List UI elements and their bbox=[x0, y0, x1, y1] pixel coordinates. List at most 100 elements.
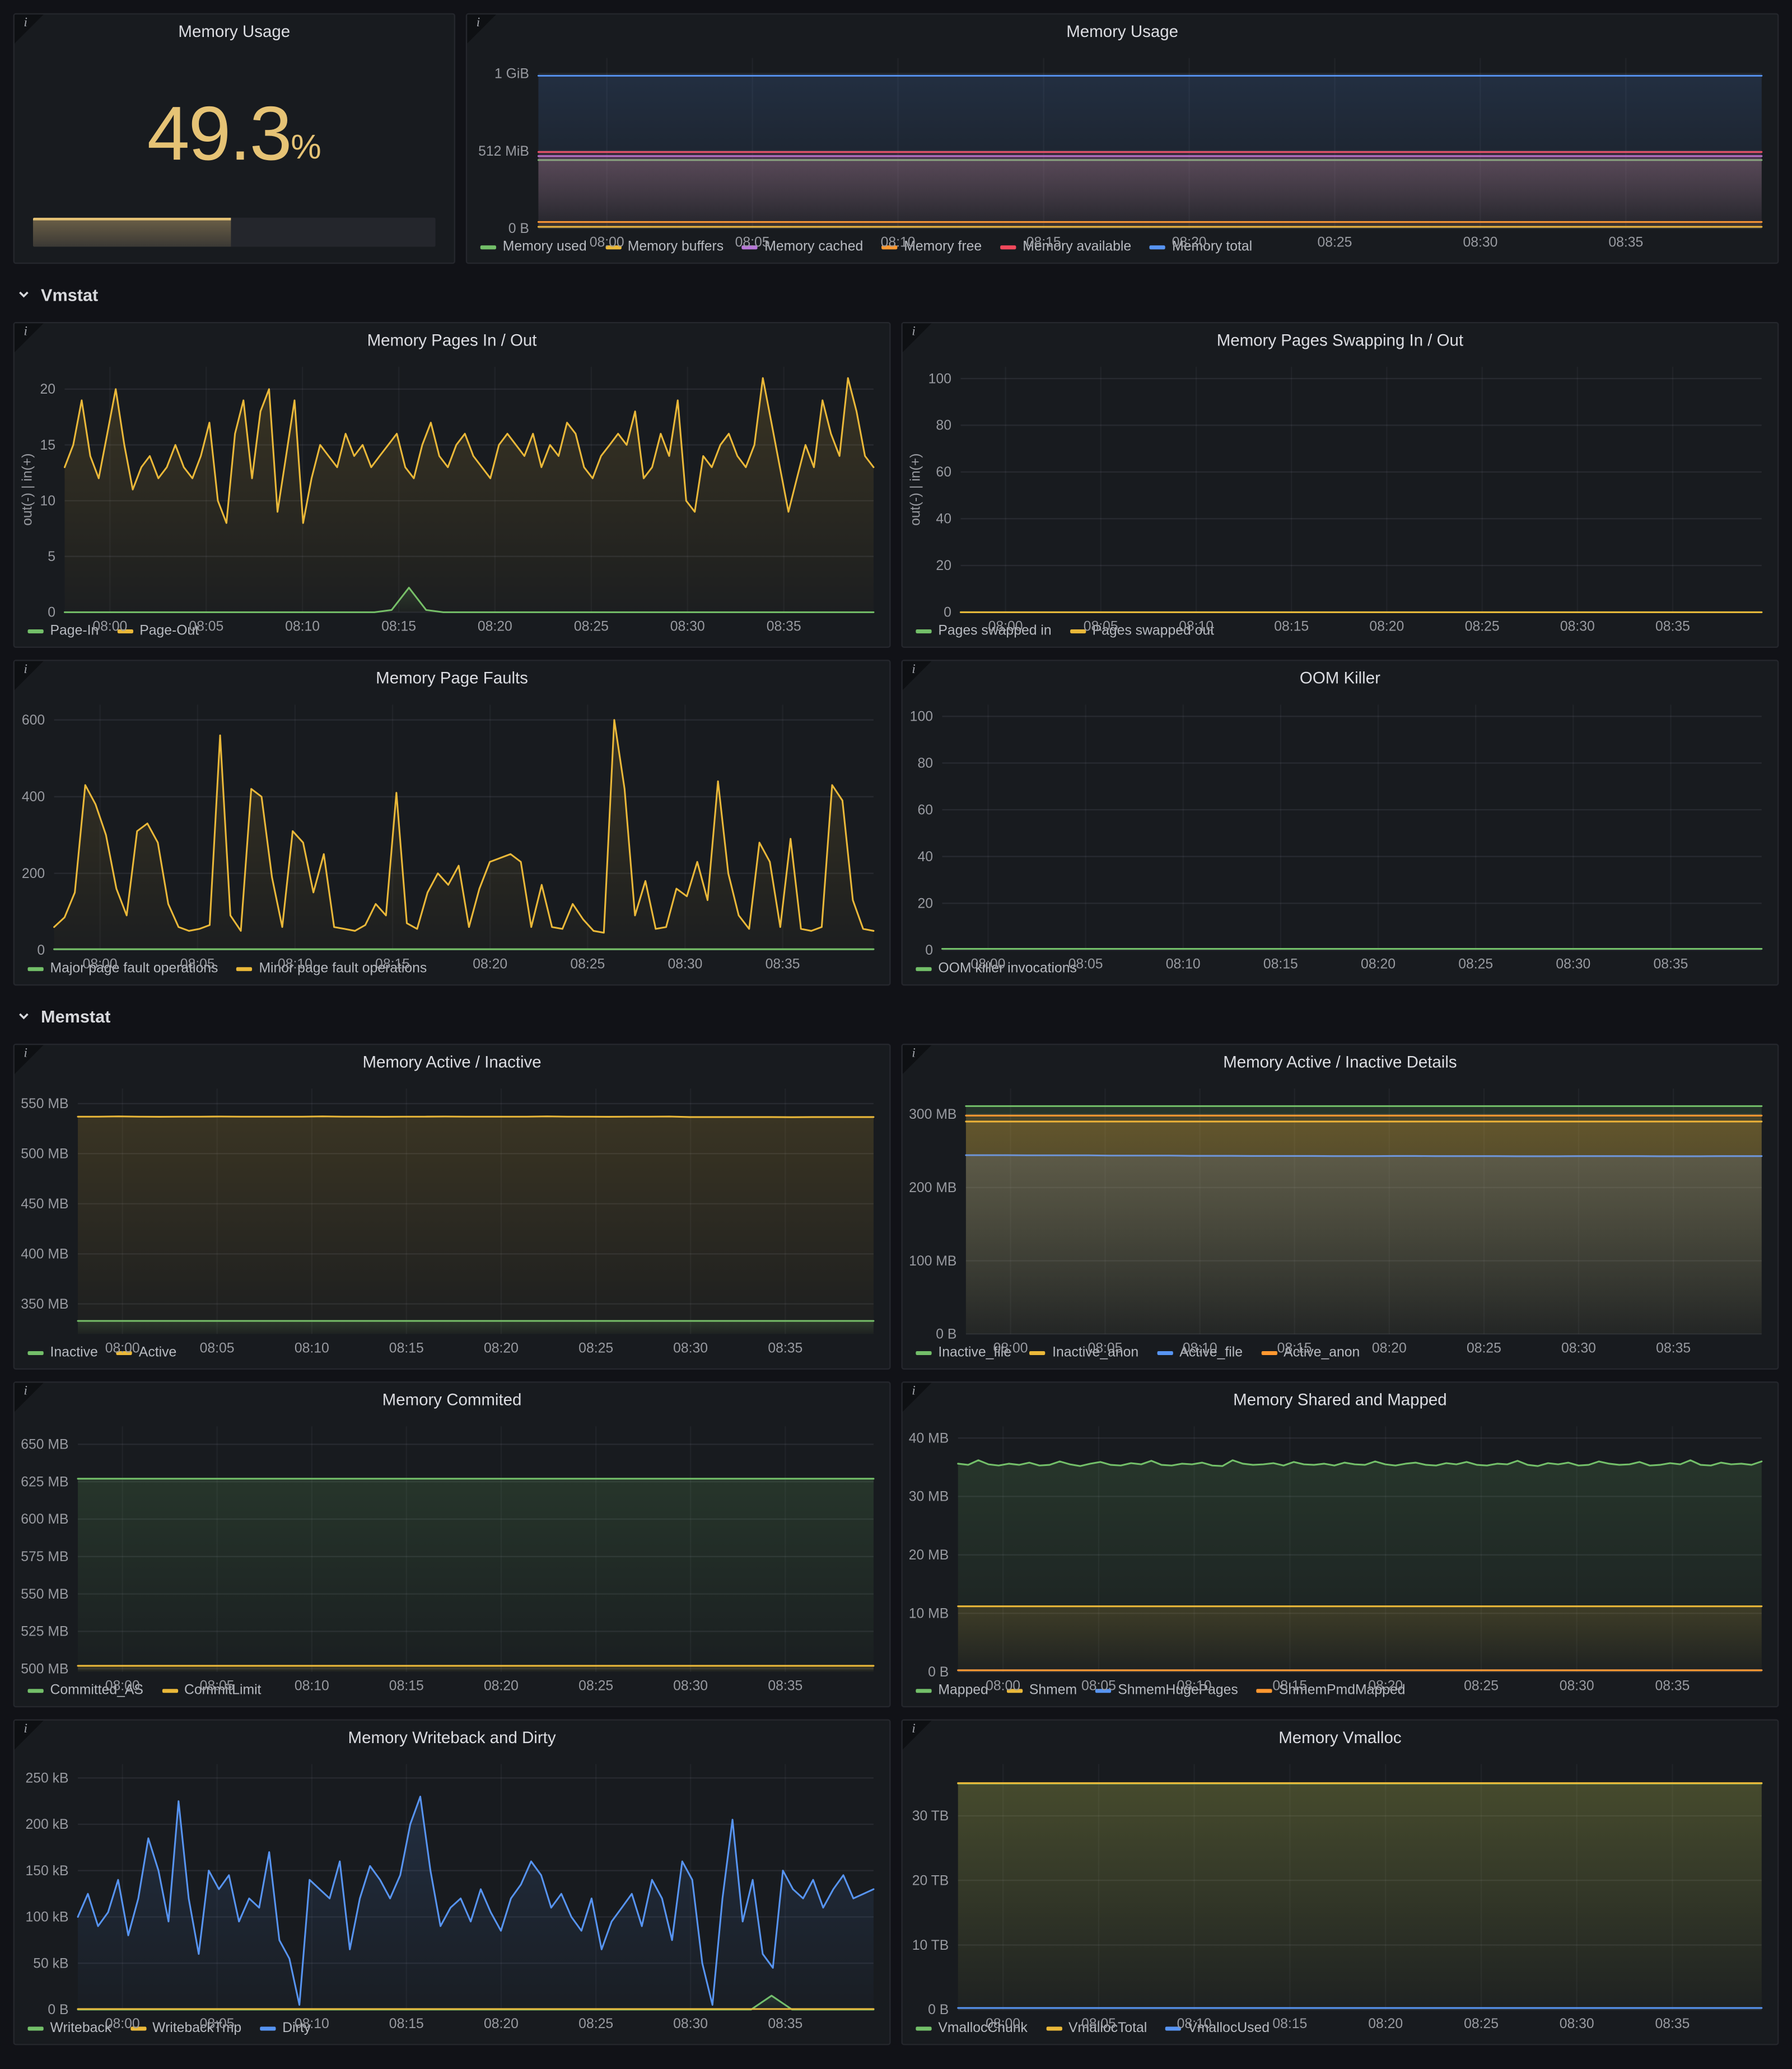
legend-item[interactable]: CommitLimit bbox=[161, 1682, 261, 1698]
panel-title[interactable]: Memory Usage bbox=[178, 22, 291, 41]
shared-mapped-chart[interactable]: 0 B 10 MB 20 MB 30 MB 40 MB 08:00 08:05 08:10 08… bbox=[903, 1417, 1777, 1694]
chart-svg[interactable]: 0 B 50 kB 100 kB 150 kB 200 kB 250 kB 08:00 08:… bbox=[15, 1755, 889, 2033]
legend-item[interactable]: WritebackTmp bbox=[130, 2020, 241, 2036]
legend-item[interactable]: Memory cached bbox=[742, 239, 863, 255]
panel-title[interactable]: Memory Active / Inactive Details bbox=[1223, 1053, 1457, 1072]
chart-svg[interactable]: 0 B 10 MB 20 MB 30 MB 40 MB 08:00 08:05 08:10 08… bbox=[903, 1417, 1777, 1696]
legend-item[interactable]: Writeback bbox=[27, 2020, 111, 2036]
legend-label: Inactive_file bbox=[938, 1344, 1012, 1361]
panel-title[interactable]: OOM Killer bbox=[1299, 669, 1380, 688]
chart-svg[interactable]: 0 B 512 MiB 1 GiB 08:00 08:05 08:10 08:15 08:20… bbox=[467, 49, 1777, 252]
legend: Major page fault operations Minor page fa… bbox=[15, 958, 889, 984]
svg-text:08:00: 08:00 bbox=[105, 1679, 140, 1694]
chart-svg[interactable]: 0 B 10 TB 20 TB 30 TB 08:00 08:05 08:10 08:15 08… bbox=[903, 1755, 1777, 2033]
svg-text:100: 100 bbox=[910, 709, 933, 725]
legend-item[interactable]: Memory used bbox=[480, 239, 587, 255]
section-header-memstat[interactable]: Memstat bbox=[16, 999, 1779, 1033]
legend-item[interactable]: Minor page fault operations bbox=[236, 960, 427, 977]
legend-item[interactable]: Major page fault operations bbox=[27, 960, 218, 977]
legend-swatch bbox=[605, 245, 621, 249]
panel-info-icon[interactable]: i bbox=[14, 1720, 49, 1755]
chart-svg[interactable]: 0 5 10 15 20 08:00 08:05 08:10 08:15 08:20 08:25 08… bbox=[15, 358, 889, 636]
legend-item[interactable]: Mapped bbox=[916, 1682, 988, 1698]
legend-item[interactable]: Page-In bbox=[27, 623, 99, 638]
panel-info-icon[interactable]: i bbox=[902, 1383, 937, 1417]
legend-item[interactable]: Memory buffers bbox=[605, 239, 724, 255]
legend-item[interactable]: Inactive bbox=[27, 1344, 98, 1360]
pages-swapping-chart[interactable]: 0 20 40 60 80 100 08:00 08:05 08:10 08:15 08:20 08:… bbox=[903, 358, 1777, 634]
chart-svg[interactable]: 0 20 40 60 80 100 08:00 08:05 08:10 08:15 08:20 08:… bbox=[903, 358, 1777, 636]
legend-item[interactable]: Memory total bbox=[1150, 239, 1252, 255]
legend-item[interactable]: Page-Out bbox=[117, 623, 199, 638]
memory-usage-chart[interactable]: 0 B 512 MiB 1 GiB 08:00 08:05 08:10 08:15 08:20… bbox=[467, 49, 1777, 250]
panel-info-icon[interactable]: i bbox=[902, 1045, 937, 1079]
chart-svg[interactable]: 350 MB 400 MB 450 MB 500 MB 550 MB 08:00 08:05… bbox=[15, 1080, 889, 1358]
svg-text:08:00: 08:00 bbox=[971, 957, 1006, 972]
panel-title[interactable]: Memory Commited bbox=[382, 1390, 522, 1409]
legend-item[interactable]: ShmemPmdMapped bbox=[1256, 1682, 1406, 1698]
legend-item[interactable]: Active bbox=[116, 1344, 176, 1360]
panel-info-icon[interactable]: i bbox=[902, 323, 937, 357]
legend-item[interactable]: Inactive_file bbox=[916, 1344, 1011, 1360]
panel-title[interactable]: Memory Page Faults bbox=[376, 669, 528, 688]
panel-info-icon[interactable]: i bbox=[14, 661, 49, 695]
panel-title[interactable]: Memory Usage bbox=[1066, 22, 1178, 41]
chart-svg[interactable]: 0 20 40 60 80 100 08:00 08:05 08:10 08:15 08:20 08:… bbox=[903, 695, 1777, 974]
vmalloc-chart[interactable]: 0 B 10 TB 20 TB 30 TB 08:00 08:05 08:10 08:15 08… bbox=[903, 1755, 1777, 2031]
active-inactive-details-chart[interactable]: 0 B 100 MB 200 MB 300 MB 08:00 08:05 08:10 08:1… bbox=[903, 1080, 1777, 1356]
svg-text:08:05: 08:05 bbox=[1084, 619, 1118, 634]
legend-label: Page-Out bbox=[139, 623, 199, 639]
legend-item[interactable]: VmallocTotal bbox=[1046, 2020, 1147, 2036]
legend-item[interactable]: Pages swapped out bbox=[1070, 623, 1214, 638]
svg-text:08:25: 08:25 bbox=[1464, 1679, 1499, 1694]
svg-text:08:20: 08:20 bbox=[1368, 2016, 1403, 2031]
legend-item[interactable]: Dirty bbox=[260, 2020, 311, 2036]
legend-item[interactable]: Committed_AS bbox=[27, 1682, 143, 1698]
svg-text:08:25: 08:25 bbox=[578, 1679, 613, 1694]
legend-item[interactable]: Pages swapped in bbox=[916, 623, 1052, 638]
chart-svg[interactable]: 0 200 400 600 08:00 08:05 08:10 08:15 08:20 08:25… bbox=[15, 695, 889, 974]
panel-title[interactable]: Memory Pages Swapping In / Out bbox=[1216, 331, 1464, 350]
legend-label: ShmemPmdMapped bbox=[1278, 1682, 1406, 1698]
legend-item[interactable]: ShmemHugePages bbox=[1095, 1682, 1238, 1698]
panel-info-icon[interactable]: i bbox=[14, 1045, 49, 1079]
panel-title[interactable]: Memory Pages In / Out bbox=[367, 331, 537, 350]
legend-item[interactable]: Shmem bbox=[1006, 1682, 1077, 1698]
panel-info-icon[interactable]: i bbox=[14, 323, 49, 357]
panel-title[interactable]: Memory Active / Inactive bbox=[362, 1053, 542, 1072]
legend-item[interactable]: Inactive_anon bbox=[1030, 1344, 1138, 1360]
active-inactive-chart[interactable]: 350 MB 400 MB 450 MB 500 MB 550 MB 08:00 08:05… bbox=[15, 1080, 889, 1356]
legend-item[interactable]: OOM killer invocations bbox=[916, 960, 1077, 977]
chart-svg[interactable]: 0 B 100 MB 200 MB 300 MB 08:00 08:05 08:10 08:1… bbox=[903, 1080, 1777, 1358]
legend-item[interactable]: Active_file bbox=[1157, 1344, 1243, 1360]
chevron-down-icon bbox=[19, 1013, 29, 1020]
panel-info-icon[interactable]: i bbox=[467, 14, 501, 49]
panel-title[interactable]: Memory Shared and Mapped bbox=[1233, 1390, 1447, 1409]
section-header-vmstat[interactable]: Vmstat bbox=[16, 277, 1779, 311]
svg-text:08:20: 08:20 bbox=[1372, 1341, 1407, 1356]
pages-in-out-chart[interactable]: 0 5 10 15 20 08:00 08:05 08:10 08:15 08:20 08:25 08… bbox=[15, 358, 889, 634]
page-faults-chart[interactable]: 0 200 400 600 08:00 08:05 08:10 08:15 08:20 08:25… bbox=[15, 695, 889, 972]
svg-text:08:00: 08:00 bbox=[590, 235, 624, 250]
legend-item[interactable]: VmallocUsed bbox=[1165, 2020, 1270, 2036]
panel-info-icon[interactable]: i bbox=[902, 1720, 937, 1755]
legend-item[interactable]: Active_anon bbox=[1261, 1344, 1360, 1360]
panel-title[interactable]: Memory Vmalloc bbox=[1278, 1728, 1402, 1747]
memory-commited-chart[interactable]: 500 MB 525 MB 550 MB 575 MB 600 MB 625 MB 650 … bbox=[15, 1417, 889, 1694]
legend-item[interactable]: VmallocChunk bbox=[916, 2020, 1028, 2036]
panel-info-icon[interactable]: i bbox=[902, 661, 937, 695]
oom-killer-chart[interactable]: 0 20 40 60 80 100 08:00 08:05 08:10 08:15 08:20 08:… bbox=[903, 695, 1777, 972]
legend-item[interactable]: Memory free bbox=[881, 239, 982, 255]
panel-info-icon[interactable]: i bbox=[14, 14, 49, 49]
panel-title[interactable]: Memory Writeback and Dirty bbox=[348, 1728, 556, 1747]
chart-svg[interactable]: 500 MB 525 MB 550 MB 575 MB 600 MB 625 MB 650 … bbox=[15, 1417, 889, 1696]
svg-text:650 MB: 650 MB bbox=[21, 1437, 68, 1452]
legend-label: Pages swapped out bbox=[1092, 623, 1214, 639]
panel-info-icon[interactable]: i bbox=[14, 1383, 49, 1417]
svg-text:08:15: 08:15 bbox=[389, 1341, 424, 1356]
writeback-dirty-chart[interactable]: 0 B 50 kB 100 kB 150 kB 200 kB 250 kB 08:00 08:… bbox=[15, 1755, 889, 2031]
legend-swatch bbox=[916, 966, 932, 971]
svg-text:100 kB: 100 kB bbox=[26, 1910, 69, 1925]
legend-item[interactable]: Memory available bbox=[1000, 239, 1131, 255]
legend-swatch bbox=[1046, 2026, 1062, 2030]
